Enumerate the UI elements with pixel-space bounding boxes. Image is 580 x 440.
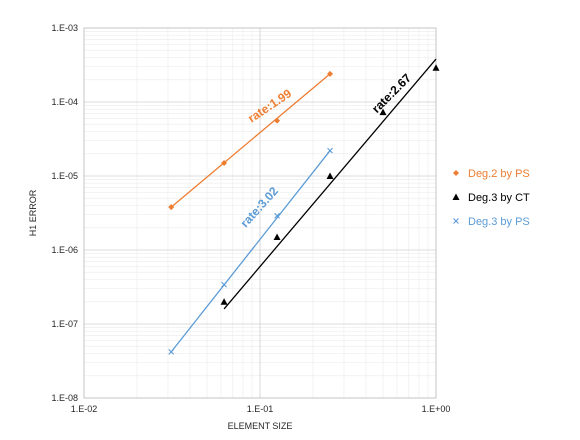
- triangle-marker: [220, 298, 228, 305]
- triangle-marker: [379, 108, 387, 116]
- x-tick-label: 1.E-02: [71, 404, 98, 414]
- triangle-marker: [326, 172, 334, 179]
- legend-entry-label: Deg.2 by PS: [468, 168, 530, 180]
- trendlines: [170, 58, 437, 353]
- y-tick-label: 1.E-05: [51, 171, 78, 181]
- rate-annotation: rate:1.99: [245, 86, 294, 125]
- triangle-marker: [432, 64, 440, 71]
- y-tick-label: 1.E-08: [51, 393, 78, 403]
- diamond-marker: [327, 70, 334, 77]
- x-marker: [327, 147, 333, 154]
- x-marker: [221, 281, 227, 288]
- y-tick-labels: 1.E-08 1.E-07 1.E-06 1.E-05 1.E-04 1.E-03: [51, 23, 78, 403]
- plot-area-frame: [83, 27, 437, 399]
- diamond-marker: [274, 117, 281, 124]
- y-axis-title: H1 ERROR: [28, 189, 38, 236]
- x-marker: [274, 212, 280, 219]
- trendline: [170, 73, 331, 208]
- x-tick-labels: 1.E-02 1.E-01 1.E+00: [71, 404, 451, 414]
- data-markers: [168, 64, 440, 355]
- x-marker: [168, 348, 175, 355]
- x-tick-label: 1.E-01: [247, 404, 274, 414]
- legend-entry-label: Deg.3 by CT: [468, 192, 530, 204]
- legend-entry-label: Deg.3 by PS: [468, 216, 530, 228]
- trendline: [170, 150, 331, 353]
- legend: Deg.2 by PS Deg.3 by CT Deg.3 by PS: [452, 168, 530, 228]
- y-tick-label: 1.E-06: [51, 245, 78, 255]
- y-tick-label: 1.E-04: [51, 97, 78, 107]
- diamond-marker: [453, 170, 459, 176]
- diamond-marker: [221, 159, 228, 166]
- x-tick-label: 1.E+00: [422, 404, 451, 414]
- trendline: [223, 58, 437, 310]
- x-axis-title: ELEMENT SIZE: [228, 421, 293, 431]
- triangle-marker: [273, 233, 281, 240]
- triangle-marker: [452, 193, 460, 200]
- y-tick-label: 1.E-03: [51, 23, 78, 33]
- diamond-marker: [168, 204, 175, 211]
- y-tick-label: 1.E-07: [51, 319, 78, 329]
- rate-annotation: rate:3.02: [238, 184, 282, 230]
- x-marker: [453, 218, 459, 224]
